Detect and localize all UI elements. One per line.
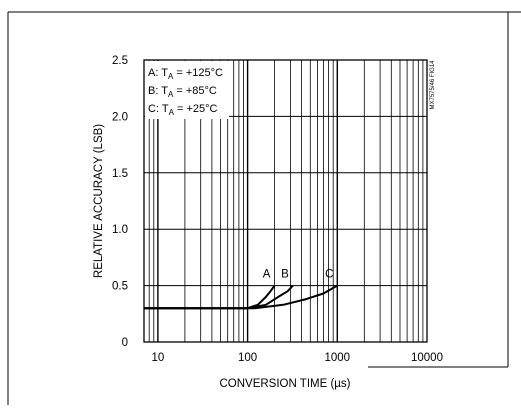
- legend-entry: C: TA = +25°C: [148, 103, 218, 117]
- plot-border: [143, 59, 428, 343]
- x-tick-label: 100: [238, 352, 257, 364]
- x-axis-label: CONVERSION TIME (µs): [219, 378, 350, 390]
- figure-id-label: MX7575/46 FIG14: [430, 60, 436, 110]
- series-line-c: [144, 284, 338, 310]
- legend: A: TA = +125°C B: TA = +85°C C: TA = +25°C: [145, 61, 229, 119]
- y-tick-label: 2.5: [112, 55, 128, 67]
- y-tick-label: 0: [122, 337, 128, 349]
- series-label-b: B: [281, 269, 289, 281]
- legend-entry: B: TA = +85°C: [148, 85, 217, 99]
- x-tick-label: 10000: [411, 352, 443, 364]
- y-axis-label: RELATIVE ACCURACY (LSB): [93, 124, 105, 278]
- y-tick-label: 1.5: [112, 168, 128, 180]
- series-label-a: A: [263, 269, 271, 281]
- y-tick-label: 0.5: [112, 281, 128, 293]
- x-tick-label: 10: [151, 352, 164, 364]
- series-group: [144, 284, 338, 310]
- series-line-b: [144, 284, 294, 310]
- x-tick-label: 1000: [325, 352, 351, 364]
- tick-labels: 10 100 1000 10000 0 0.5 1.0 1.5 2.0 2.5: [112, 55, 443, 364]
- legend-entry: A: TA = +125°C: [148, 67, 223, 81]
- series-line-a: [144, 285, 276, 310]
- legend-background: [145, 61, 229, 119]
- series-label-c: C: [325, 269, 333, 281]
- y-tick-label: 1.0: [112, 224, 128, 236]
- y-tick-label: 2.0: [112, 111, 128, 123]
